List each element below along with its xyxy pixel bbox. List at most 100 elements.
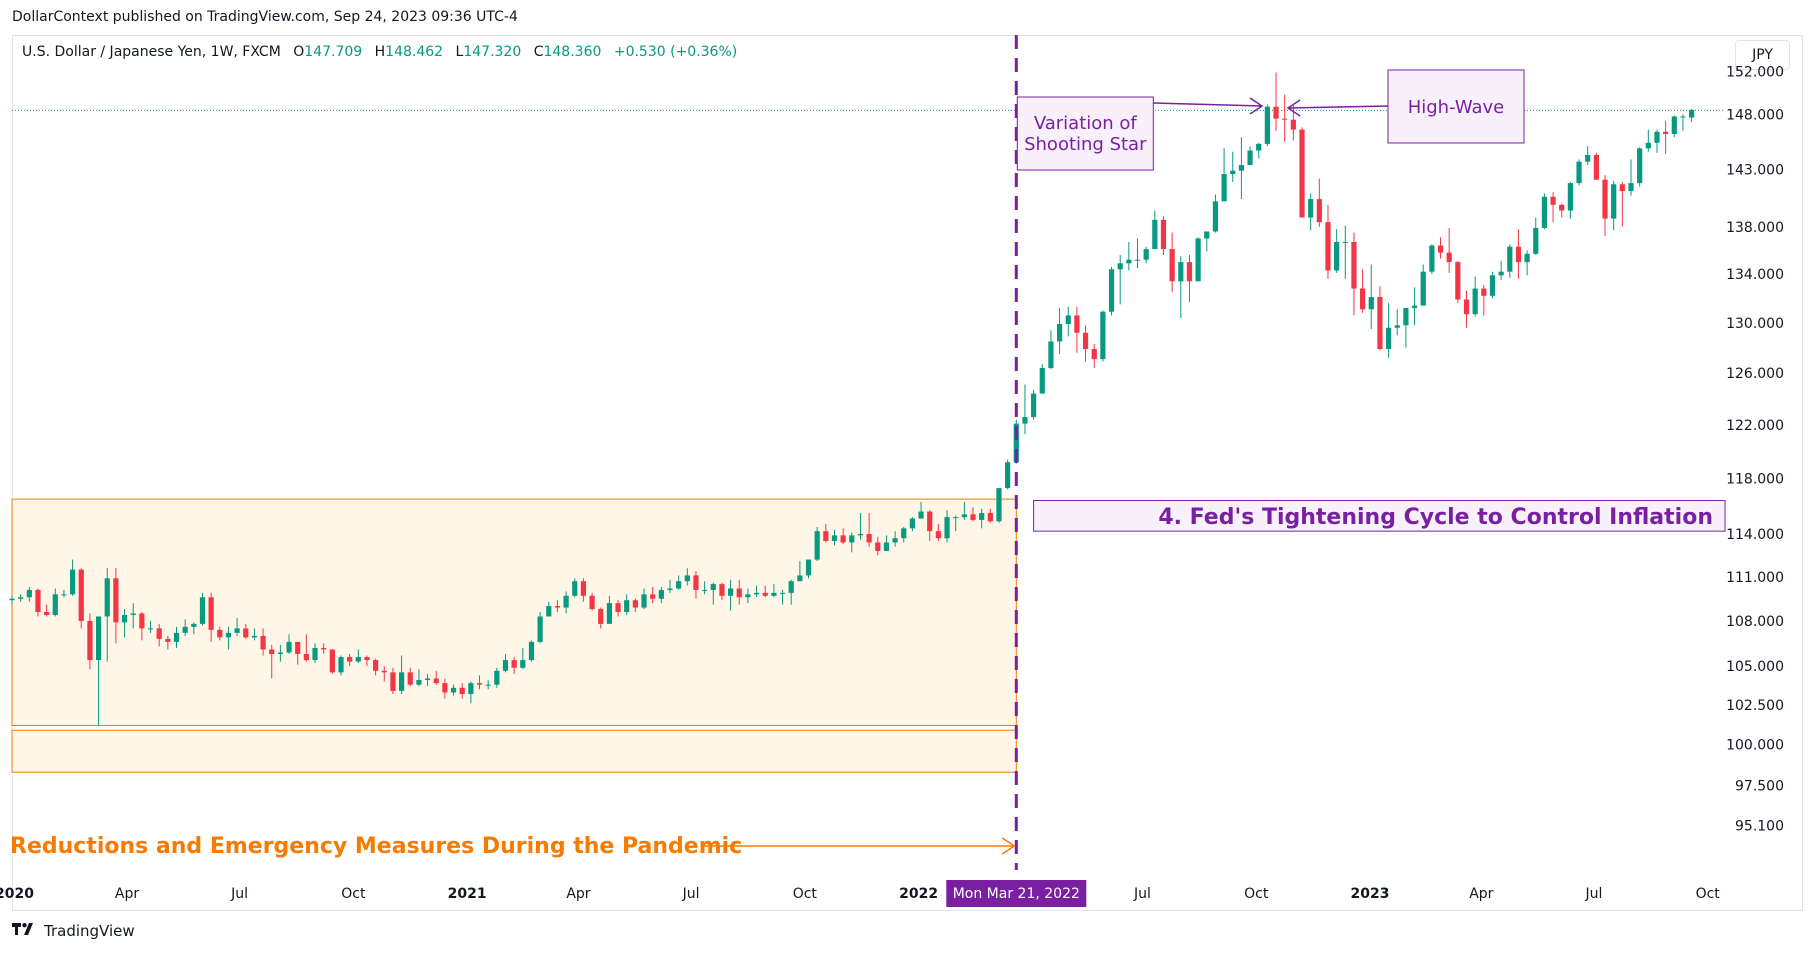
candle (779, 589, 786, 605)
candle-body (1420, 271, 1426, 306)
candle (875, 536, 881, 556)
footer-brand[interactable]: TradingView (12, 922, 135, 940)
candle (901, 526, 907, 543)
candle-body (1100, 311, 1106, 360)
candle (1628, 159, 1634, 196)
candle (44, 604, 50, 617)
candle (260, 628, 266, 656)
candle-body (1334, 242, 1340, 271)
candle-body (121, 614, 128, 623)
candle (139, 611, 145, 641)
candle-body (563, 595, 569, 608)
candle-body (450, 687, 457, 693)
candle-body (9, 598, 15, 601)
candle (1308, 193, 1314, 231)
candle (771, 584, 777, 598)
candle (805, 559, 812, 579)
price-tick-label: 114.000 (1726, 527, 1784, 543)
candle (104, 568, 110, 662)
candle (684, 568, 690, 586)
candle (1602, 175, 1608, 237)
candle (1082, 325, 1089, 362)
high-wave-box (1387, 69, 1525, 144)
candle-body (1437, 245, 1444, 253)
candle (1463, 290, 1470, 328)
candle (1342, 225, 1348, 279)
candle-body (468, 683, 474, 695)
candle (745, 588, 751, 604)
candle-body (1273, 106, 1279, 119)
candle-body (191, 623, 197, 627)
candle (1230, 151, 1236, 182)
candle (598, 607, 604, 629)
high-value: 148.462 (385, 44, 444, 60)
time-axis: 2020 Apr Jul Oct 2021 Apr Jul Oct 2022 Jul Oct 2023… (0, 880, 1720, 907)
candle (1195, 237, 1201, 282)
pandemic-zone-1 (11, 498, 1017, 726)
candle (953, 515, 959, 532)
candle-body (1299, 129, 1305, 218)
candle (502, 653, 509, 673)
candle (321, 643, 327, 654)
candle (1074, 306, 1080, 353)
candle-body (1663, 131, 1669, 134)
candle (95, 616, 102, 726)
candle-body (892, 538, 898, 543)
candle (970, 507, 976, 522)
candle (572, 578, 578, 598)
candle-body (814, 531, 820, 560)
candle (520, 647, 526, 670)
candle (494, 667, 500, 688)
candle (615, 600, 621, 617)
candle (390, 667, 396, 695)
candle-body (139, 613, 145, 629)
candle-body (1429, 245, 1435, 272)
candle (243, 623, 249, 639)
candle-body (935, 531, 941, 539)
candle (1134, 238, 1141, 269)
price-tick-label: 152.000 (1726, 64, 1784, 80)
candle-body (251, 635, 258, 638)
shooting-star-label-1: Variation of (1034, 113, 1138, 134)
candle (1212, 194, 1219, 233)
candle-body (1065, 315, 1071, 325)
candle-body (78, 569, 84, 621)
candle (1455, 260, 1461, 304)
price-tick-label: 126.000 (1726, 366, 1784, 382)
candle-body (849, 535, 855, 543)
low-label: L (455, 44, 464, 60)
candle (1472, 276, 1478, 317)
candle-body (329, 649, 335, 673)
candle (927, 510, 933, 542)
candle (1559, 203, 1565, 218)
candle (589, 592, 595, 611)
candle-body (736, 588, 742, 598)
candle-body (295, 641, 301, 654)
candle-body (1152, 219, 1158, 250)
candle-body (1360, 288, 1366, 310)
currency-button[interactable]: JPY (1735, 40, 1790, 70)
candle (364, 655, 370, 667)
price-tick-label: 134.000 (1726, 267, 1784, 283)
candle (1420, 264, 1426, 306)
candle (1160, 216, 1167, 255)
time-tick-label: Oct (793, 886, 818, 902)
close-value: 148.360 (543, 44, 602, 60)
candle (416, 669, 422, 687)
candle (9, 595, 15, 605)
candle (347, 653, 353, 667)
candle-body (1689, 109, 1695, 118)
candle (355, 649, 361, 664)
candle-body (1074, 315, 1080, 333)
candle (727, 579, 734, 611)
candle-body (537, 616, 543, 642)
candle-body (1403, 308, 1409, 326)
candle-body (875, 542, 881, 551)
candle (736, 579, 742, 605)
candle-body (1169, 249, 1175, 282)
candle (173, 626, 180, 648)
candle-body (961, 514, 967, 518)
candle (381, 666, 387, 682)
candle (1351, 232, 1357, 316)
